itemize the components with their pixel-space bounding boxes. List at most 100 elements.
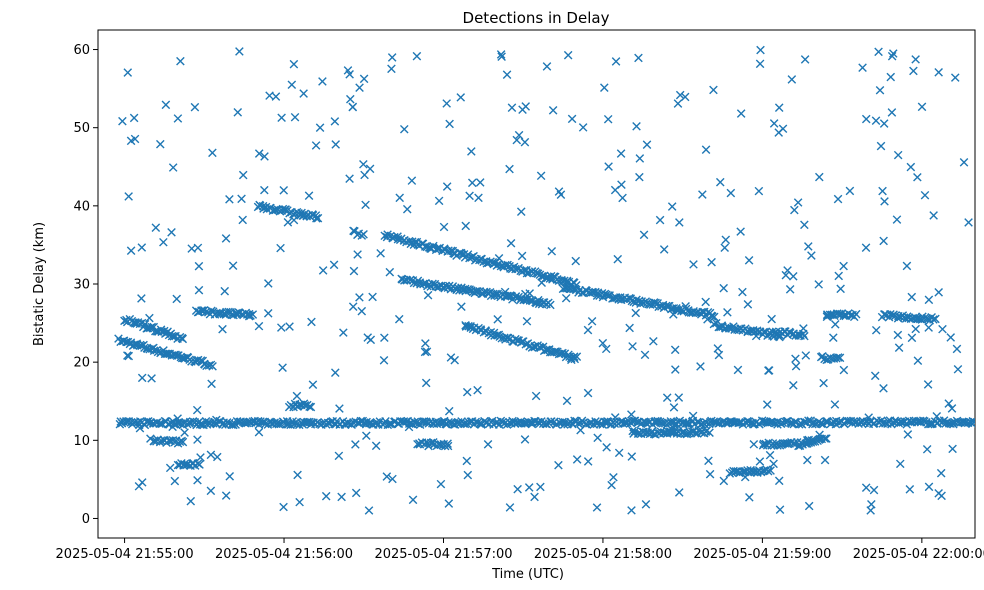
x-tick-label: 2025-05-04 21:59:00 <box>693 547 831 562</box>
data-point <box>703 315 712 324</box>
data-point <box>395 193 405 203</box>
data-point <box>537 278 546 287</box>
data-point <box>870 371 880 381</box>
data-point <box>520 435 530 444</box>
data-point <box>740 472 750 482</box>
data-point <box>244 309 254 319</box>
data-point <box>804 501 814 511</box>
data-point <box>680 92 690 102</box>
data-point <box>516 207 526 217</box>
y-tick-label: 30 <box>73 278 90 293</box>
data-point <box>283 217 293 227</box>
data-point <box>756 45 765 55</box>
data-point <box>180 459 189 469</box>
data-point <box>131 318 140 327</box>
data-point <box>946 333 956 342</box>
data-point <box>348 302 358 312</box>
data-point <box>225 195 234 204</box>
data-point <box>610 413 620 422</box>
data-point <box>675 218 684 227</box>
data-point <box>745 493 754 502</box>
data-point <box>861 114 871 124</box>
data-point <box>598 338 608 348</box>
data-point <box>618 193 627 203</box>
data-point <box>329 260 339 270</box>
data-point <box>208 148 217 158</box>
data-point <box>394 314 404 324</box>
data-point <box>212 415 221 425</box>
data-point <box>450 355 459 365</box>
data-point <box>769 119 779 128</box>
data-point <box>936 468 946 478</box>
data-point <box>444 406 454 416</box>
data-point <box>434 196 444 206</box>
data-point <box>457 302 466 311</box>
data-point <box>357 306 367 316</box>
data-point <box>123 68 133 77</box>
data-point <box>206 450 216 460</box>
data-point <box>165 463 175 473</box>
data-point <box>421 378 431 388</box>
data-point <box>436 479 446 489</box>
data-point <box>473 385 482 395</box>
y-tick-label: 10 <box>73 434 90 449</box>
data-point <box>279 502 288 512</box>
data-point <box>721 235 731 245</box>
data-point <box>938 324 947 334</box>
data-point <box>371 441 381 451</box>
data-point <box>839 365 849 375</box>
data-point <box>348 102 358 112</box>
data-point <box>934 288 943 297</box>
data-point <box>222 418 232 427</box>
data-point <box>604 162 613 171</box>
data-point <box>627 410 636 419</box>
y-tick-label: 20 <box>73 356 90 371</box>
data-point <box>443 439 452 448</box>
data-point <box>315 419 324 429</box>
data-point <box>948 444 957 454</box>
data-point <box>145 313 154 323</box>
data-point <box>932 411 942 421</box>
data-point <box>944 399 954 408</box>
data-point <box>924 323 933 332</box>
data-point <box>743 299 753 309</box>
data-point <box>887 108 897 117</box>
data-point <box>162 349 171 359</box>
data-point <box>893 150 903 160</box>
data-point <box>292 391 302 401</box>
data-point <box>602 443 611 452</box>
data-point <box>412 51 422 61</box>
data-point <box>587 316 597 326</box>
data-point <box>137 294 146 303</box>
data-point <box>907 292 917 302</box>
data-point <box>195 420 205 429</box>
data-point <box>628 342 637 351</box>
data-point <box>596 419 605 429</box>
data-point <box>147 374 156 383</box>
data-point <box>546 300 555 310</box>
data-point <box>907 333 917 343</box>
data-point <box>379 355 389 365</box>
data-point <box>834 271 844 281</box>
data-point <box>159 237 168 247</box>
data-point <box>715 177 725 187</box>
data-point <box>302 211 311 221</box>
data-point <box>592 503 602 512</box>
data-point <box>295 497 304 507</box>
data-point <box>655 215 665 225</box>
data-point <box>359 159 368 169</box>
y-tick-label: 60 <box>73 43 90 58</box>
data-point <box>867 500 876 509</box>
data-point <box>168 163 178 172</box>
data-point <box>142 324 151 333</box>
data-point <box>527 419 537 429</box>
data-point <box>577 288 587 298</box>
data-point <box>902 261 912 271</box>
data-point <box>422 347 432 356</box>
data-point <box>293 470 302 480</box>
data-point <box>467 147 476 156</box>
data-point <box>680 429 689 438</box>
data-point <box>576 425 585 435</box>
data-point <box>535 297 544 307</box>
data-point <box>659 245 669 254</box>
